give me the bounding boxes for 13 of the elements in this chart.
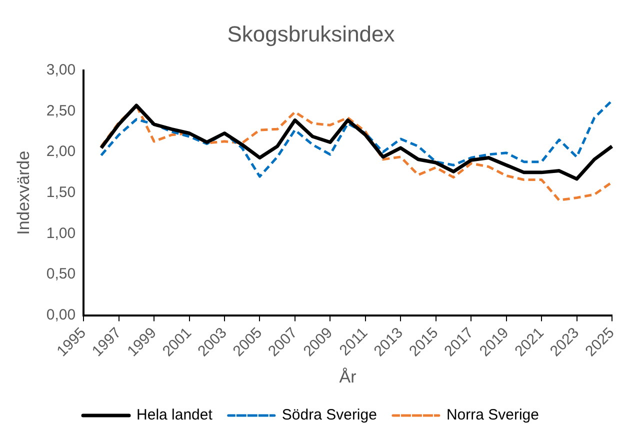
chart-title: Skogsbruksindex <box>227 21 395 46</box>
y-axis-title: Indexvärde <box>14 150 33 235</box>
legend-label: Norra Sverige <box>446 406 539 424</box>
legend-label: Hela landet <box>136 406 214 424</box>
y-tick-label: 3,00 <box>46 62 76 79</box>
y-tick-label: 0,50 <box>46 266 76 283</box>
y-tick-label: 1,00 <box>46 224 76 242</box>
y-tick-label: 1,50 <box>46 184 76 201</box>
y-tick-label: 2,50 <box>46 102 76 120</box>
y-tick-label: 0,00 <box>46 306 76 324</box>
y-tick-label: 2,00 <box>46 143 76 160</box>
legend-label: Södra Sverige <box>282 406 377 424</box>
x-axis-title: År <box>339 367 357 386</box>
